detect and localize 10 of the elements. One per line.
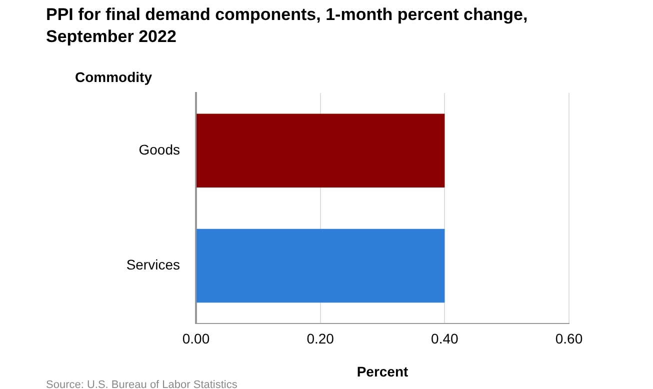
x-tick-label: 0.40 [431, 330, 459, 347]
x-axis-title: Percent [356, 363, 409, 380]
x-tick-label: 0.20 [306, 330, 334, 347]
y-tick-label: Services [126, 256, 180, 273]
y-tick-label: Goods [138, 141, 180, 158]
source-note: Source: U.S. Bureau of Labor Statistics [46, 379, 238, 389]
y-axis-title: Commodity [75, 68, 152, 85]
chart-title: PPI for final demand components, 1-month percent change, September 2022 [46, 4, 529, 48]
x-tick-label: 0.00 [182, 330, 210, 347]
x-tick-label: 0.60 [555, 330, 583, 347]
